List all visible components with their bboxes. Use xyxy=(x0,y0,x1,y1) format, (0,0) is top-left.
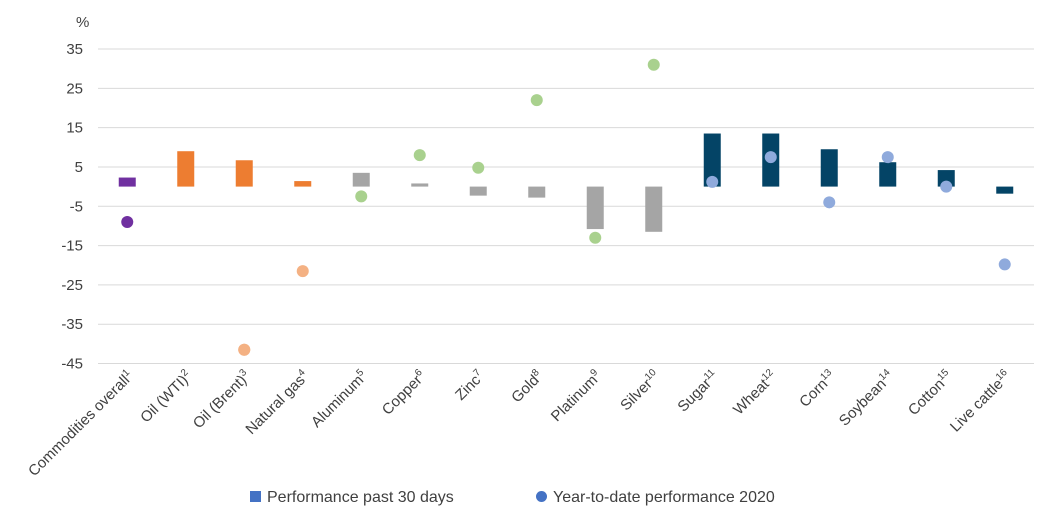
category-label: Oil (WTI)2 xyxy=(137,367,196,426)
legend-square-marker xyxy=(250,491,261,502)
category-label: Corn13 xyxy=(795,367,839,411)
bar-30-days xyxy=(118,177,136,187)
category-label: Zinc7 xyxy=(451,367,488,404)
dot-ytd xyxy=(940,180,953,193)
dot-ytd xyxy=(764,151,777,164)
bar-30-days xyxy=(820,149,838,187)
y-tick-label: 35 xyxy=(66,41,83,58)
dot-ytd xyxy=(881,151,894,164)
category-label: Silver10 xyxy=(616,367,663,414)
category-label: Oil (Brent)3 xyxy=(189,367,254,432)
category-label: Platinum9 xyxy=(547,367,605,425)
legend-item-ytd: Year-to-date performance 2020 xyxy=(536,489,775,507)
dot-ytd xyxy=(823,196,836,209)
legend-label-30-days: Performance past 30 days xyxy=(267,489,454,506)
dot-ytd xyxy=(706,175,719,188)
bar-30-days xyxy=(703,133,721,187)
dot-ytd xyxy=(589,231,602,244)
category-label: Aluminum5 xyxy=(307,367,371,431)
category-label: Sugar11 xyxy=(674,367,723,416)
dot-ytd xyxy=(238,343,251,356)
y-tick-label: -25 xyxy=(61,277,83,294)
category-label: Soybean14 xyxy=(835,367,898,430)
dot-ytd xyxy=(998,258,1011,271)
y-tick-label: 5 xyxy=(75,159,83,176)
bar-30-days xyxy=(528,186,546,198)
y-tick-label: -5 xyxy=(70,198,83,215)
y-tick-label: 25 xyxy=(66,80,83,97)
category-label: Commodities overall1 xyxy=(24,367,137,480)
bar-30-days xyxy=(879,162,897,187)
bar-30-days xyxy=(996,186,1014,194)
dot-ytd xyxy=(472,161,485,174)
legend-dot-marker xyxy=(536,491,547,502)
dot-ytd xyxy=(413,149,426,162)
category-label: Wheat12 xyxy=(729,367,781,419)
bar-30-days xyxy=(586,186,604,230)
bar-30-days xyxy=(411,183,429,187)
dot-ytd xyxy=(530,94,543,107)
legend-item-30-days: Performance past 30 days xyxy=(250,489,454,507)
y-axis-tick-labels: 35 25 15 5 -5 -15 -25 -35 -45 xyxy=(61,41,83,373)
category-label: Natural gas4 xyxy=(242,367,313,438)
category-labels: Commodities overall1 Oil (WTI)2 Oil (Brent… xyxy=(24,367,1015,480)
category-label: Cotton15 xyxy=(904,367,956,419)
category-label: Copper6 xyxy=(378,367,430,419)
bar-30-days xyxy=(645,186,663,232)
dot-ytd xyxy=(121,215,134,228)
y-axis-unit-label: % xyxy=(76,14,89,31)
gridlines xyxy=(98,48,1034,364)
bar-30-days xyxy=(177,151,195,187)
bar-series xyxy=(118,133,1014,232)
bar-30-days xyxy=(352,172,370,187)
legend-label-ytd: Year-to-date performance 2020 xyxy=(553,489,775,506)
bar-30-days xyxy=(469,186,487,196)
dot-series xyxy=(121,58,1011,356)
y-tick-label: -15 xyxy=(61,238,83,255)
dot-ytd xyxy=(647,58,660,71)
category-label: Live cattle16 xyxy=(946,367,1015,436)
dot-ytd xyxy=(355,190,368,203)
category-label: Gold8 xyxy=(508,367,547,406)
dot-ytd xyxy=(296,265,309,278)
bar-30-days xyxy=(235,160,253,187)
y-tick-label: -45 xyxy=(61,356,83,373)
y-tick-label: 15 xyxy=(66,120,83,137)
y-tick-label: -35 xyxy=(61,316,83,333)
bar-30-days xyxy=(294,181,312,187)
